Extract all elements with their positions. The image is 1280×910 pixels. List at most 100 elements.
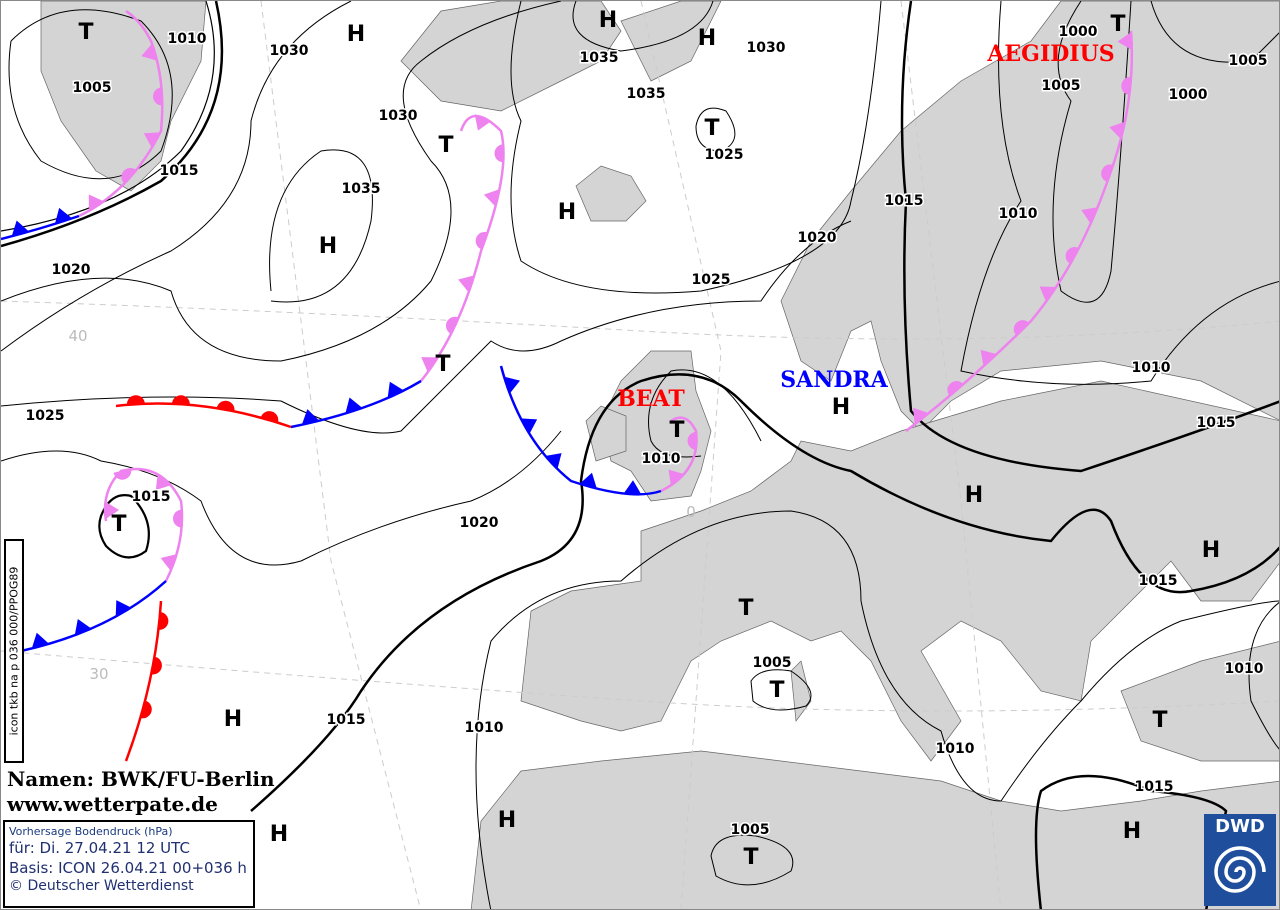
continental-europe [520,380,1279,762]
isobar-label: 1030 [270,43,309,59]
isobar-label: 1010 [1132,360,1171,376]
pressure-center-label: H [599,8,617,33]
iceland [575,165,647,222]
pressure-center-label: T [743,845,758,870]
front-triangle-icon [913,407,929,425]
front-triangle-icon [474,114,492,131]
front-semicircle-icon [260,411,279,423]
isobar-label: 1010 [999,206,1038,222]
front-triangle-icon [483,189,500,207]
front-triangle-icon [143,132,161,149]
front-triangle-icon [11,220,30,237]
front-triangle-icon [31,632,50,649]
front-semicircle-icon [1101,164,1114,183]
front-semicircle-icon [172,509,183,528]
front-triangle-icon [1109,121,1126,140]
front-triangle-icon [579,472,597,489]
credits-names: Namen: BWK/FU-Berlin [7,767,275,791]
front-semicircle-icon [445,316,459,334]
model-basis: Basis: ICON 26.04.21 00+036 h [9,859,247,877]
front-semicircle-icon [121,167,137,184]
front-semicircle-icon [140,700,152,719]
isobar-label: 1035 [342,181,381,197]
front-triangle-icon [1117,32,1132,51]
front-triangle-icon [503,376,521,394]
front-triangle-icon [421,357,438,373]
pressure-center-label: T [669,418,684,443]
pressure-center-label: T [78,20,93,45]
pressure-center-label: H [1123,819,1141,844]
front-semicircle-icon [113,468,132,480]
warm-front-atlantic [115,402,292,429]
pressure-center-label: T [1152,708,1167,733]
isobar-label: 1005 [1229,53,1268,69]
credits-url[interactable]: www.wetterpate.de [7,792,218,816]
pressure-center-label: T [111,512,126,537]
pressure-center-label: T [438,133,453,158]
system-name-beat: BEAT [617,386,685,412]
isobar-label: 1005 [731,822,770,838]
front-semicircle-icon [494,144,504,163]
labels-layer: 1010 1030 1005 1015 1035 1030 1035 1035 1030 1025… [24,8,1269,870]
front-triangle-icon [301,409,320,425]
isobar-label: 1010 [1225,661,1264,677]
ireland [585,405,627,462]
product-code-tag: icon tkb na p 036 000/PPOG89 [4,539,24,763]
front-symbols [11,32,1132,719]
dwd-logo: DWD [1204,814,1276,906]
front-triangle-icon [545,453,562,470]
isobar-label: 1020 [798,230,837,246]
warm-front-southwest [124,600,163,762]
system-name-aegidius: AEGIDIUS [986,41,1114,67]
isobar-label: 1015 [1135,779,1174,795]
info-box: Vorhersage Bodendruck (hPa) für: Di. 27.… [3,820,255,908]
front-triangle-icon [54,207,73,224]
pressure-center-label: H [319,234,337,259]
front-semicircle-icon [126,395,145,405]
front-triangle-icon [104,501,120,520]
pressure-center-label: T [769,678,784,703]
front-triangle-icon [458,275,475,293]
front-semicircle-icon [1065,247,1079,264]
latitude-label: 0 [686,503,696,521]
isobar-label: 1025 [692,272,731,288]
isobar-label: 1010 [168,31,207,47]
pressure-center-label: H [224,707,242,732]
front-triangle-icon [623,480,642,495]
isobar-label: 1025 [705,147,744,163]
isobar-label: 1010 [936,741,975,757]
isobar-label: 1005 [73,80,112,96]
isobar-label: 1030 [379,108,418,124]
front-semicircle-icon [151,656,162,675]
isobar-label: 1030 [747,40,786,56]
pressure-center-label: H [347,22,365,47]
isobar-label: 1015 [160,163,199,179]
pressure-center-label: H [498,808,516,833]
isobar-label: 1005 [753,655,792,671]
front-triangle-icon [387,381,404,399]
latitude-label: 30 [89,665,108,683]
pressure-center-label: T [435,352,450,377]
front-semicircle-icon [153,87,163,106]
credits: Namen: BWK/FU-Berlin www.wetterpate.de [7,767,275,817]
pressure-center-label: H [698,26,716,51]
front-triangle-icon [980,349,997,367]
front-triangle-icon [668,469,685,487]
isobar-label: 1000 [1169,87,1208,103]
pressure-center-label: T [738,596,753,621]
north-africa [470,750,1279,909]
turkey-east [1120,641,1279,762]
front-triangle-icon [155,473,172,491]
front-triangle-icon [115,600,132,617]
latitude-label: 40 [68,327,87,345]
front-triangle-icon [141,43,158,61]
isobar-label: 1020 [460,515,499,531]
front-triangle-icon [1039,286,1057,302]
system-name-sandra: SANDRA [780,367,888,393]
isobar-label: 1015 [327,712,366,728]
isobar-label: 1000 [1059,24,1098,40]
front-semicircle-icon [475,231,488,250]
isobar-label: 1035 [580,50,619,66]
